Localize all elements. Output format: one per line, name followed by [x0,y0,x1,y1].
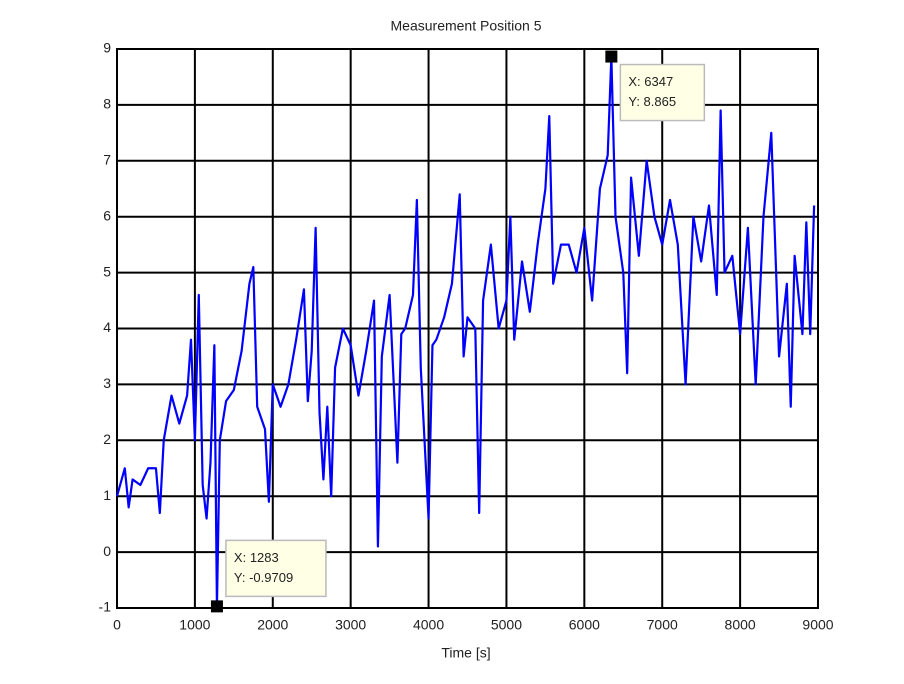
x-tick-label: 3000 [335,617,366,633]
datatip-y: Y: -0.9709 [234,570,293,585]
y-tick-label: 3 [103,375,111,391]
y-tick-label: -1 [99,599,112,615]
y-tick-label: 2 [103,431,111,447]
datatip-y: Y: 8.865 [628,94,676,109]
y-tick-label: 1 [103,487,111,503]
data-line [115,55,816,608]
y-tick-label: 7 [103,152,111,168]
y-tick-label: 4 [103,319,111,335]
x-axis-label: Time [s] [441,645,490,661]
x-tick-label: 5000 [491,617,522,633]
datatip: X: 6347 Y: 8.865 [619,63,706,122]
y-tick-label: 9 [103,40,111,56]
x-tick-label: 4000 [413,617,444,633]
datatip: X: 1283 Y: -0.9709 [225,539,327,598]
datatip-marker [210,600,223,613]
datatip-box [225,539,327,598]
x-tick-label: 2000 [257,617,288,633]
axes-box [116,48,819,609]
datatip-x: X: 1283 [234,550,279,565]
x-tick-label: 0 [113,617,121,633]
datatip-x: X: 6347 [628,74,673,89]
y-tick-label: 8 [103,96,111,112]
y-tick-label: 0 [103,543,111,559]
datatip-box [619,63,706,122]
y-tick-label: 5 [103,263,111,279]
datatip-marker [605,50,618,63]
x-tick-label: 1000 [179,617,210,633]
y-tick-label: 6 [103,207,111,223]
x-tick-label: 6000 [569,617,600,633]
x-tick-label: 8000 [725,617,756,633]
chart-title: Measurement Position 5 [391,18,542,34]
x-tick-label: 7000 [647,617,678,633]
x-tick-label: 9000 [802,617,833,633]
